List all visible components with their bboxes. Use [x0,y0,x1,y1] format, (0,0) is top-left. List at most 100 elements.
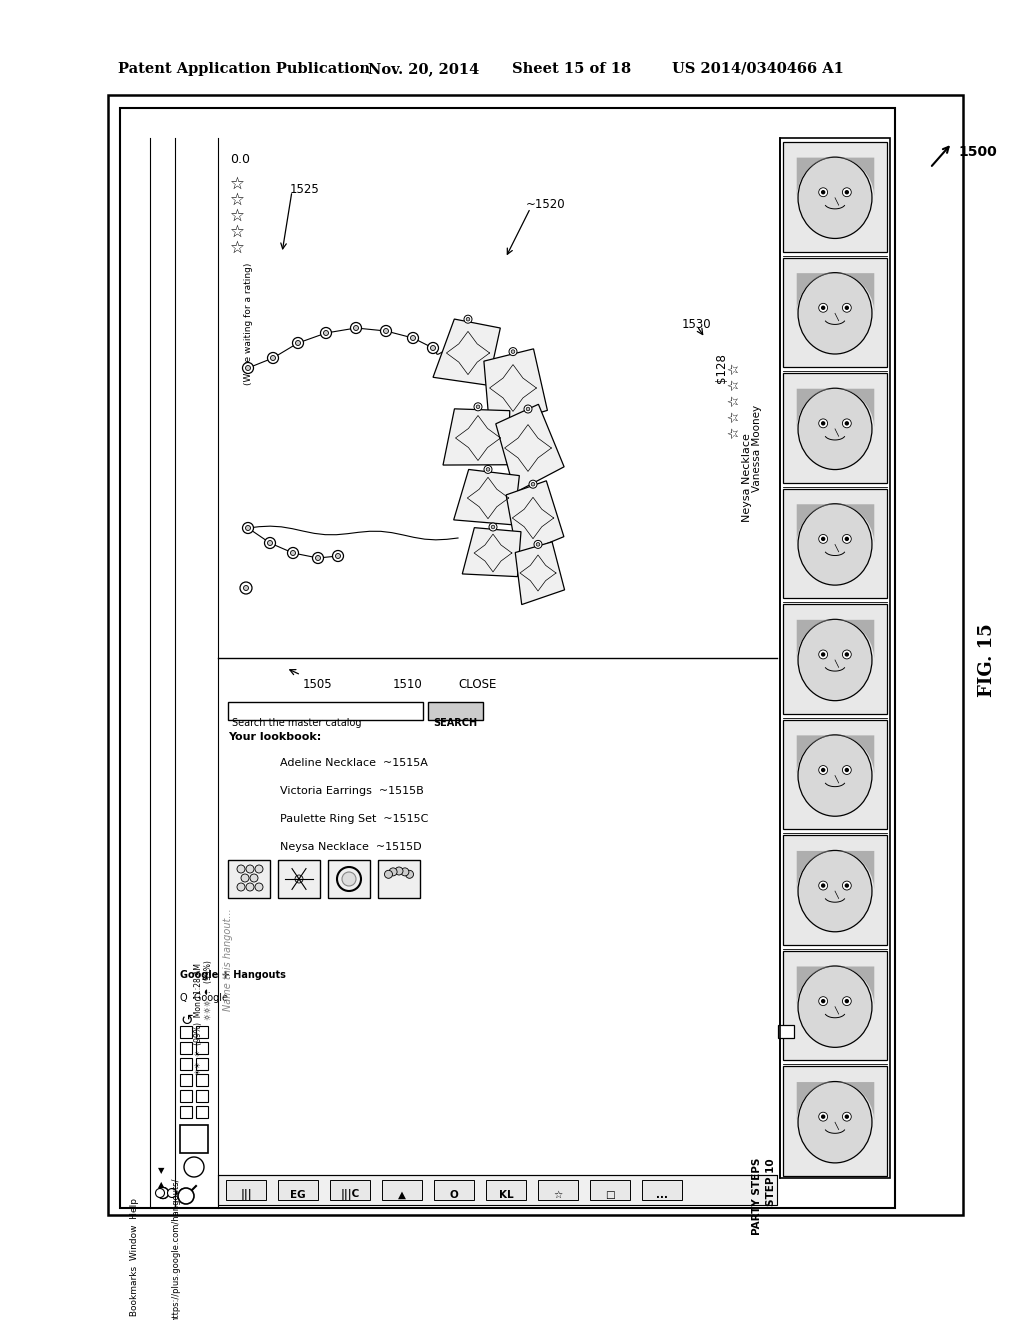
Circle shape [411,335,416,341]
Text: Search the master catalog: Search the master catalog [232,718,361,729]
Bar [330,1180,370,1200]
Text: ☆: ☆ [727,363,741,375]
Bar [378,861,420,898]
Circle shape [819,418,827,428]
Circle shape [526,407,529,411]
Circle shape [246,883,254,891]
Circle shape [845,652,849,656]
Text: Neysa Necklace  ~1515D: Neysa Necklace ~1515D [280,842,422,851]
Text: US 2014/0340466 A1: US 2014/0340466 A1 [672,62,844,77]
Circle shape [819,649,827,659]
Circle shape [389,867,397,876]
Circle shape [486,467,489,471]
Circle shape [296,341,300,346]
Bar [590,1180,630,1200]
Circle shape [158,1188,169,1199]
Circle shape [168,1188,176,1197]
Circle shape [492,525,495,529]
Bar [180,1074,193,1086]
Text: STEP 10: STEP 10 [766,1158,776,1205]
Bar [196,1106,208,1118]
Circle shape [295,875,303,883]
Ellipse shape [798,504,872,585]
Polygon shape [462,528,521,577]
Bar [180,1125,208,1152]
Circle shape [293,338,303,348]
Bar [783,143,887,252]
Polygon shape [496,404,564,492]
Circle shape [408,333,419,343]
Bar [783,488,887,598]
Bar [196,1090,208,1102]
Polygon shape [484,348,548,428]
Ellipse shape [798,157,872,239]
Circle shape [156,1188,165,1197]
Circle shape [845,1114,849,1119]
Circle shape [430,346,435,351]
Circle shape [466,317,470,321]
Circle shape [821,883,825,888]
Circle shape [333,550,343,561]
Bar [783,719,887,829]
Circle shape [843,882,851,890]
Text: 1530: 1530 [682,318,712,331]
Text: ▲: ▲ [398,1191,406,1200]
Text: ☆: ☆ [230,191,245,209]
Circle shape [255,865,263,873]
Circle shape [821,190,825,194]
Circle shape [821,768,825,772]
Circle shape [244,586,249,590]
Text: ☆: ☆ [727,426,741,440]
Circle shape [843,649,851,659]
Circle shape [843,766,851,775]
Bar [228,702,423,719]
Circle shape [821,305,825,310]
Circle shape [237,883,245,891]
Text: Sheet 15 of 18: Sheet 15 of 18 [512,62,631,77]
Ellipse shape [798,273,872,354]
Circle shape [524,405,532,413]
Bar [783,1067,887,1176]
Circle shape [845,421,849,425]
Bar [120,108,895,1208]
Circle shape [267,540,272,545]
Bar [486,1180,526,1200]
Text: |||C: |||C [340,1189,359,1200]
Circle shape [843,418,851,428]
Bar [180,1059,193,1071]
Text: Adeline Necklace  ~1515A: Adeline Necklace ~1515A [280,758,428,768]
Bar [196,1041,208,1053]
Circle shape [843,535,851,544]
Circle shape [819,1113,827,1121]
Circle shape [821,537,825,541]
Circle shape [243,363,254,374]
Circle shape [474,403,482,411]
Polygon shape [443,409,510,465]
Bar [783,950,887,1060]
Ellipse shape [798,966,872,1047]
Circle shape [237,865,245,873]
Circle shape [845,537,849,541]
Circle shape [264,537,275,549]
Text: ☼☼☼  ☂  (99%): ☼☼☼ ☂ (99%) [204,960,213,1020]
Circle shape [240,582,252,594]
Text: 1510: 1510 [393,678,423,690]
Polygon shape [515,543,564,605]
Circle shape [819,766,827,775]
Text: ☆: ☆ [230,239,245,257]
Circle shape [241,874,249,882]
Bar [783,836,887,945]
Circle shape [845,999,849,1003]
Circle shape [819,535,827,544]
Text: Q  Google: Q Google [180,993,228,1003]
Circle shape [819,187,827,197]
Circle shape [489,523,497,531]
Circle shape [529,480,537,488]
Circle shape [291,550,296,556]
Circle shape [845,190,849,194]
Text: https://plus.google.com/hangouts/: https://plus.google.com/hangouts/ [171,1177,180,1320]
Circle shape [511,350,515,354]
Circle shape [476,405,480,409]
Circle shape [315,556,321,561]
Bar [218,1175,777,1205]
